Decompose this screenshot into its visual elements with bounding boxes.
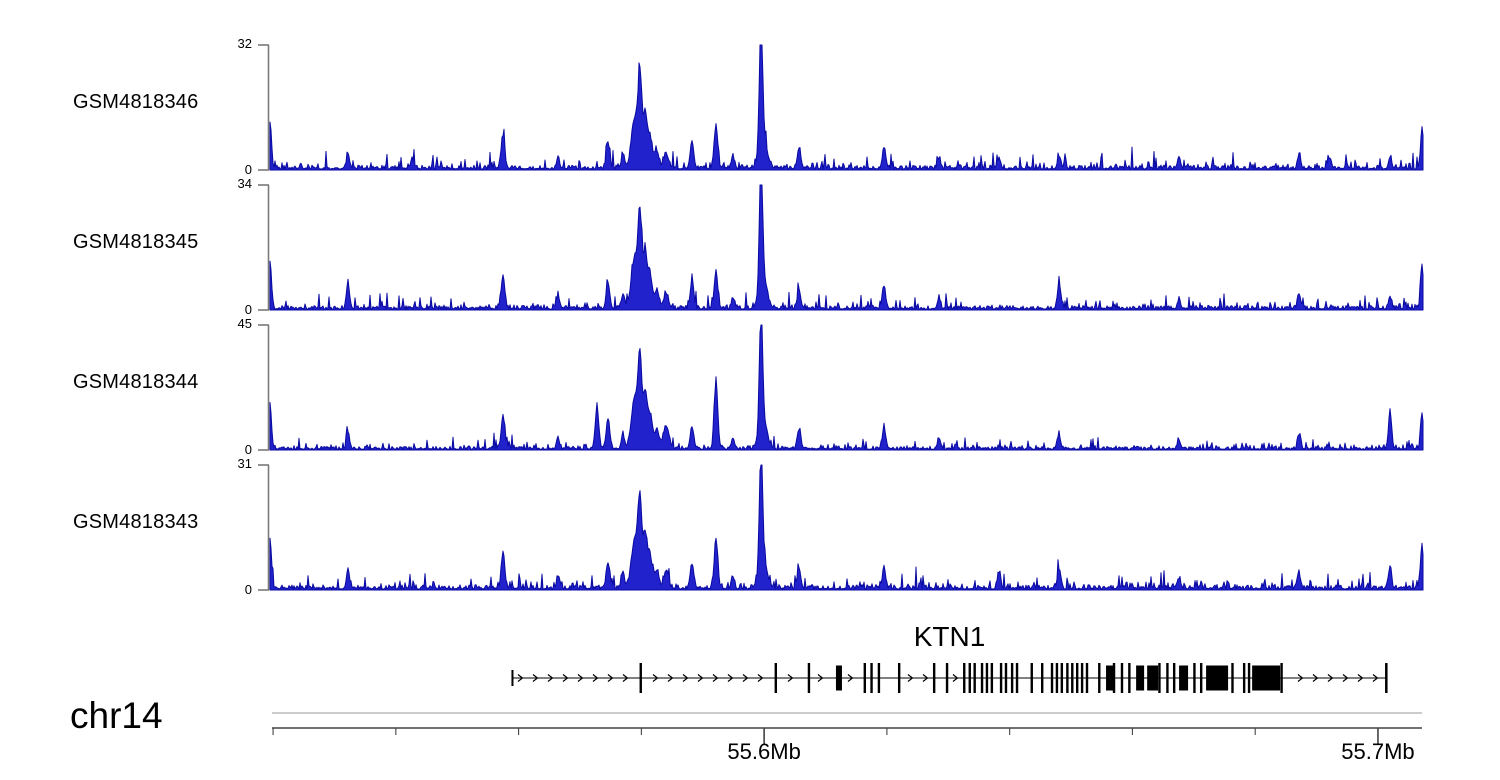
y-axis-max-label: 34 <box>237 176 252 191</box>
axis-tick-label: 55.6Mb <box>727 739 801 764</box>
y-axis-zero-label: 0 <box>244 162 252 177</box>
track-label: GSM4818344 <box>73 371 199 393</box>
signal-plot <box>269 324 1424 451</box>
signal-plot <box>269 464 1424 591</box>
gene-name-label: KTN1 <box>913 621 986 652</box>
y-axis-zero-label: 0 <box>244 582 252 597</box>
track-label: GSM4818343 <box>73 511 199 533</box>
track-label: GSM4818345 <box>73 231 199 253</box>
track-label: GSM4818346 <box>73 91 199 113</box>
y-axis-max-label: 32 <box>237 36 252 51</box>
y-axis-max-label: 31 <box>237 456 252 471</box>
y-axis <box>258 324 270 451</box>
y-axis-max-label: 45 <box>237 316 252 331</box>
chromosome-label: chr14 <box>70 695 163 736</box>
y-axis-zero-label: 0 <box>244 442 252 457</box>
gene-model <box>511 663 1388 693</box>
y-axis <box>258 44 270 171</box>
y-axis-zero-label: 0 <box>244 302 252 317</box>
y-axis <box>258 184 270 311</box>
axis-tick-label: 55.7Mb <box>1341 739 1415 764</box>
genome-axis <box>272 712 1422 744</box>
y-axis <box>258 464 270 591</box>
signal-plot <box>269 44 1424 171</box>
signal-plot <box>269 184 1424 311</box>
